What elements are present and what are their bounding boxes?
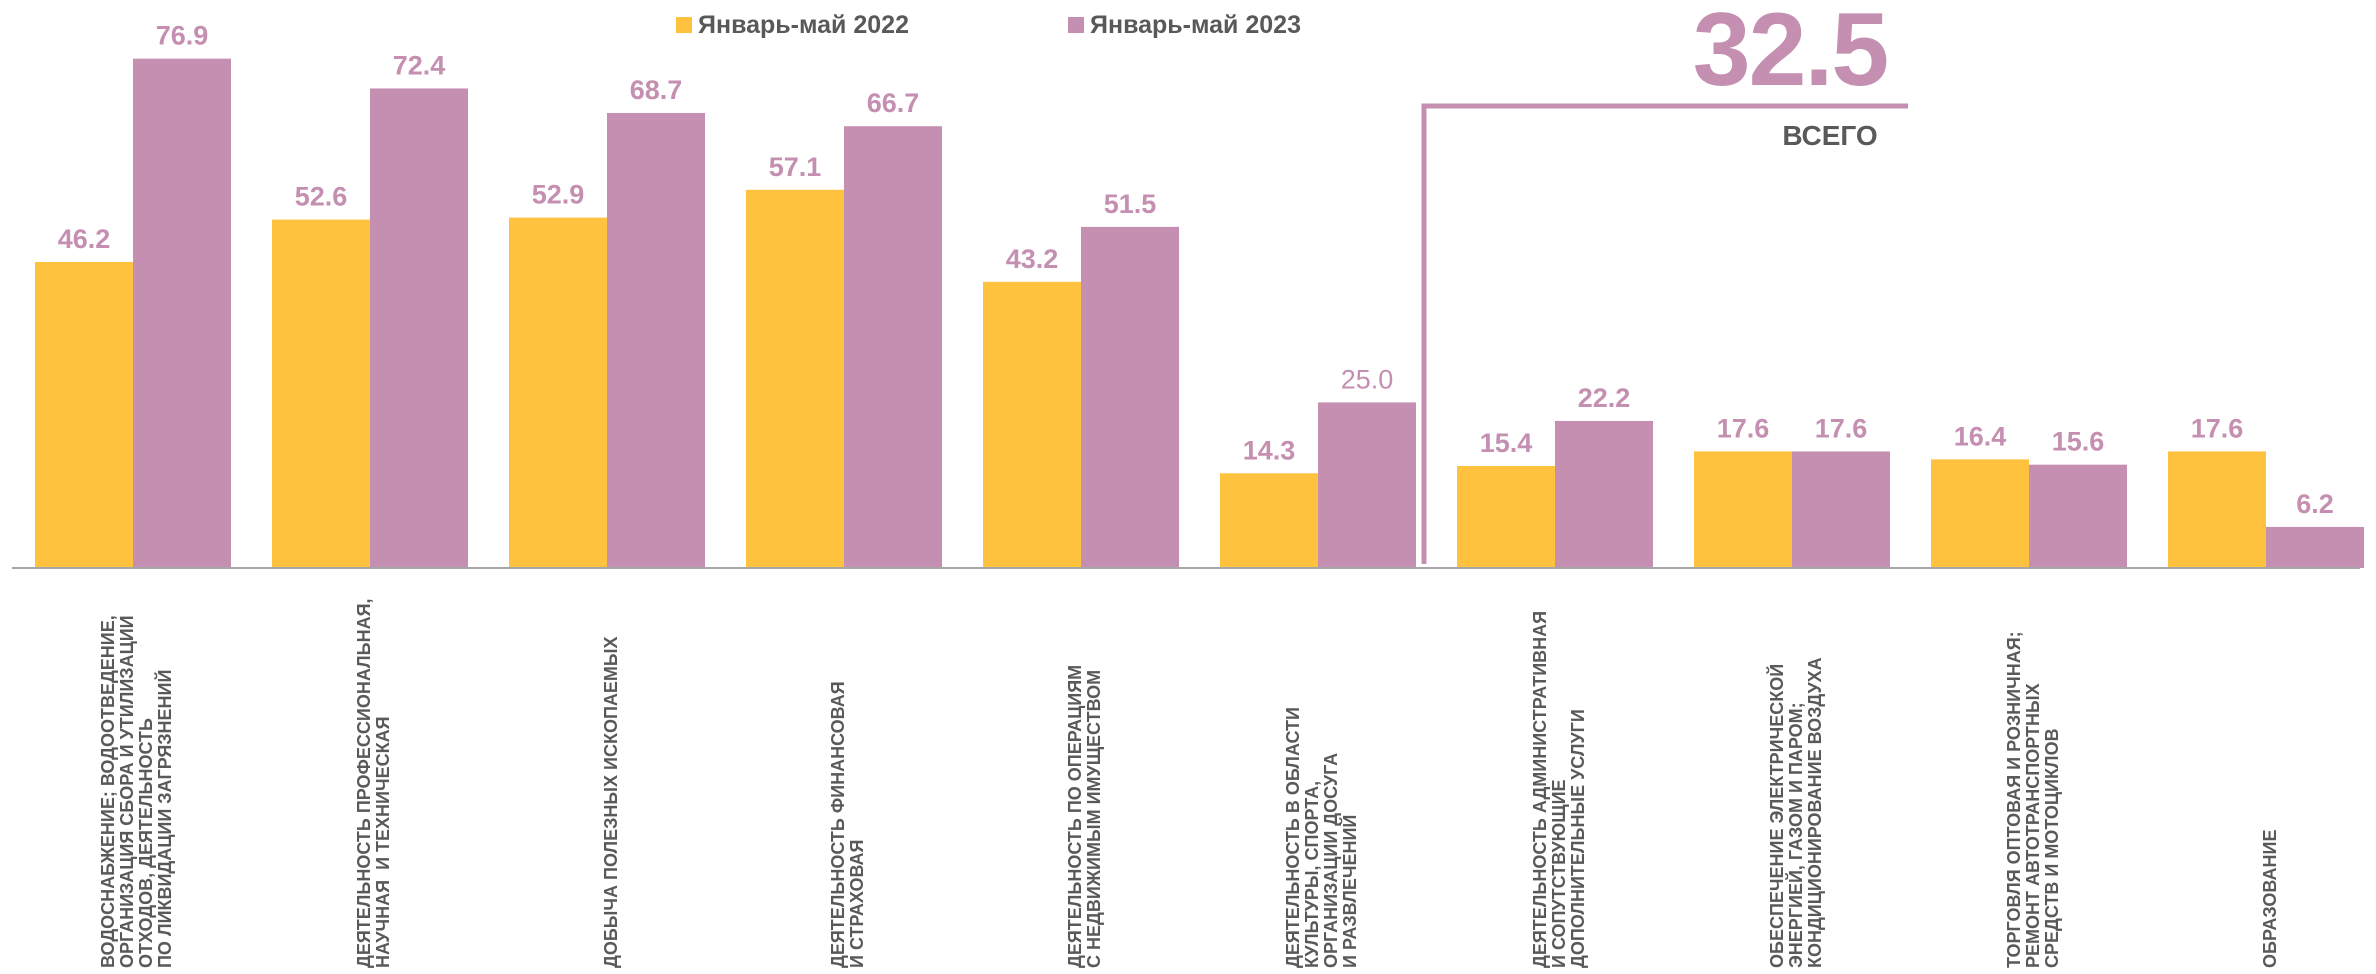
value-label-2023-6: 25.0: [1341, 364, 1394, 394]
bar-2022-2: [272, 219, 370, 568]
value-label-2023-1: 76.9: [156, 21, 209, 51]
total-value: 32.5: [1692, 0, 1889, 108]
total-label: ВСЕГО: [1782, 120, 1878, 151]
value-label-2023-7: 22.2: [1578, 383, 1631, 413]
value-label-2023-5: 51.5: [1104, 189, 1157, 219]
bar-2023-6: [1318, 402, 1416, 568]
bar-2022-7: [1457, 465, 1555, 568]
category-label-4: ДЕЯТЕЛЬНОСТЬ ФИНАНСОВАЯ И СТРАХОВАЯ: [828, 681, 867, 968]
total-bracket: [1421, 103, 1908, 564]
bar-2022-5: [983, 281, 1081, 568]
value-label-2022-5: 43.2: [1006, 244, 1059, 274]
bar-2023-5: [1081, 226, 1179, 568]
value-label-2023-8: 17.6: [1815, 413, 1868, 443]
bar-2022-6: [1220, 473, 1318, 568]
category-label-1: ВОДОСНАБЖЕНИЕ; ВОДООТВЕДЕНИЕ, ОРГАНИЗАЦИ…: [98, 615, 175, 968]
legend-item-2022: Январь-май 2022: [676, 8, 909, 42]
value-label-2023-10: 6.2: [2296, 489, 2334, 519]
legend-item-2023: Январь-май 2023: [1068, 8, 1301, 42]
category-label-6: ДЕЯТЕЛЬНОСТЬ В ОБЛАСТИ КУЛЬТУРЫ, СПОРТА,…: [1283, 707, 1360, 968]
category-label-5: ДЕЯТЕЛЬНОСТЬ ПО ОПЕРАЦИЯМ С НЕДВИЖИМЫМ И…: [1065, 664, 1104, 968]
bar-2022-4: [746, 189, 844, 569]
bar-2023-7: [1555, 420, 1653, 568]
category-label-9: ТОРГОВЛЯ ОПТОВАЯ И РОЗНИЧНАЯ; РЕМОНТ АВТ…: [2003, 631, 2062, 968]
category-label-8: ОБЕСПЕЧЕНИЕ ЭЛЕКТРИЧЕСКОЙ ЭНЕРГИЕЙ, ГАЗО…: [1766, 657, 1825, 968]
value-label-2022-4: 57.1: [769, 152, 822, 182]
bar-2023-4: [844, 126, 942, 569]
value-label-2022-2: 52.6: [295, 182, 348, 212]
bars-layer: [35, 58, 2364, 569]
bar-2023-2: [370, 88, 468, 568]
category-label-2: ДЕЯТЕЛЬНОСТЬ ПРОФЕССИОНАЛЬНАЯ, НАУЧНАЯ И…: [354, 598, 393, 968]
legend-swatch-2023: [1068, 17, 1084, 33]
value-labels-layer: 46.2 76.9 52.6 72.4 52.9 68.7 57.1 66.7 43.2 51.5…: [58, 21, 2334, 519]
category-label-3: ДОБЫЧА ПОЛЕЗНЫХ ИСКОПАЕМЫХ: [600, 636, 621, 968]
category-label-10: ОБРАЗОВАНИЕ: [2259, 829, 2280, 968]
value-label-2022-8: 17.6: [1717, 413, 1770, 443]
legend-label-2022: Январь-май 2022: [698, 10, 909, 39]
bar-2022-9: [1931, 459, 2029, 568]
bar-2022-3: [509, 217, 607, 568]
value-label-2023-4: 66.7: [867, 88, 920, 118]
category-label-7: ДЕЯТЕЛЬНОСТЬ АДМИНИСТРАТИВНАЯ И СОПУТСТВ…: [1529, 610, 1588, 968]
value-label-2023-3: 68.7: [630, 75, 683, 105]
bar-2022-10: [2168, 451, 2266, 568]
bar-2023-8: [1792, 451, 1890, 568]
value-label-2022-10: 17.6: [2191, 413, 2244, 443]
legend-swatch-2022: [676, 17, 692, 33]
value-label-2022-6: 14.3: [1243, 435, 1296, 465]
value-label-2022-1: 46.2: [58, 224, 111, 254]
bar-2023-3: [607, 112, 705, 568]
bar-2023-1: [133, 58, 231, 569]
bar-2023-10: [2266, 526, 2364, 568]
legend-label-2023: Январь-май 2023: [1090, 10, 1301, 39]
value-label-2022-9: 16.4: [1954, 421, 2007, 451]
bar-2022-1: [35, 261, 133, 568]
value-label-2022-7: 15.4: [1480, 428, 1533, 458]
value-label-2022-3: 52.9: [532, 180, 585, 210]
value-label-2023-9: 15.6: [2052, 427, 2105, 457]
value-label-2023-2: 72.4: [393, 50, 446, 80]
bar-2023-9: [2029, 464, 2127, 568]
bar-2022-8: [1694, 451, 1792, 568]
